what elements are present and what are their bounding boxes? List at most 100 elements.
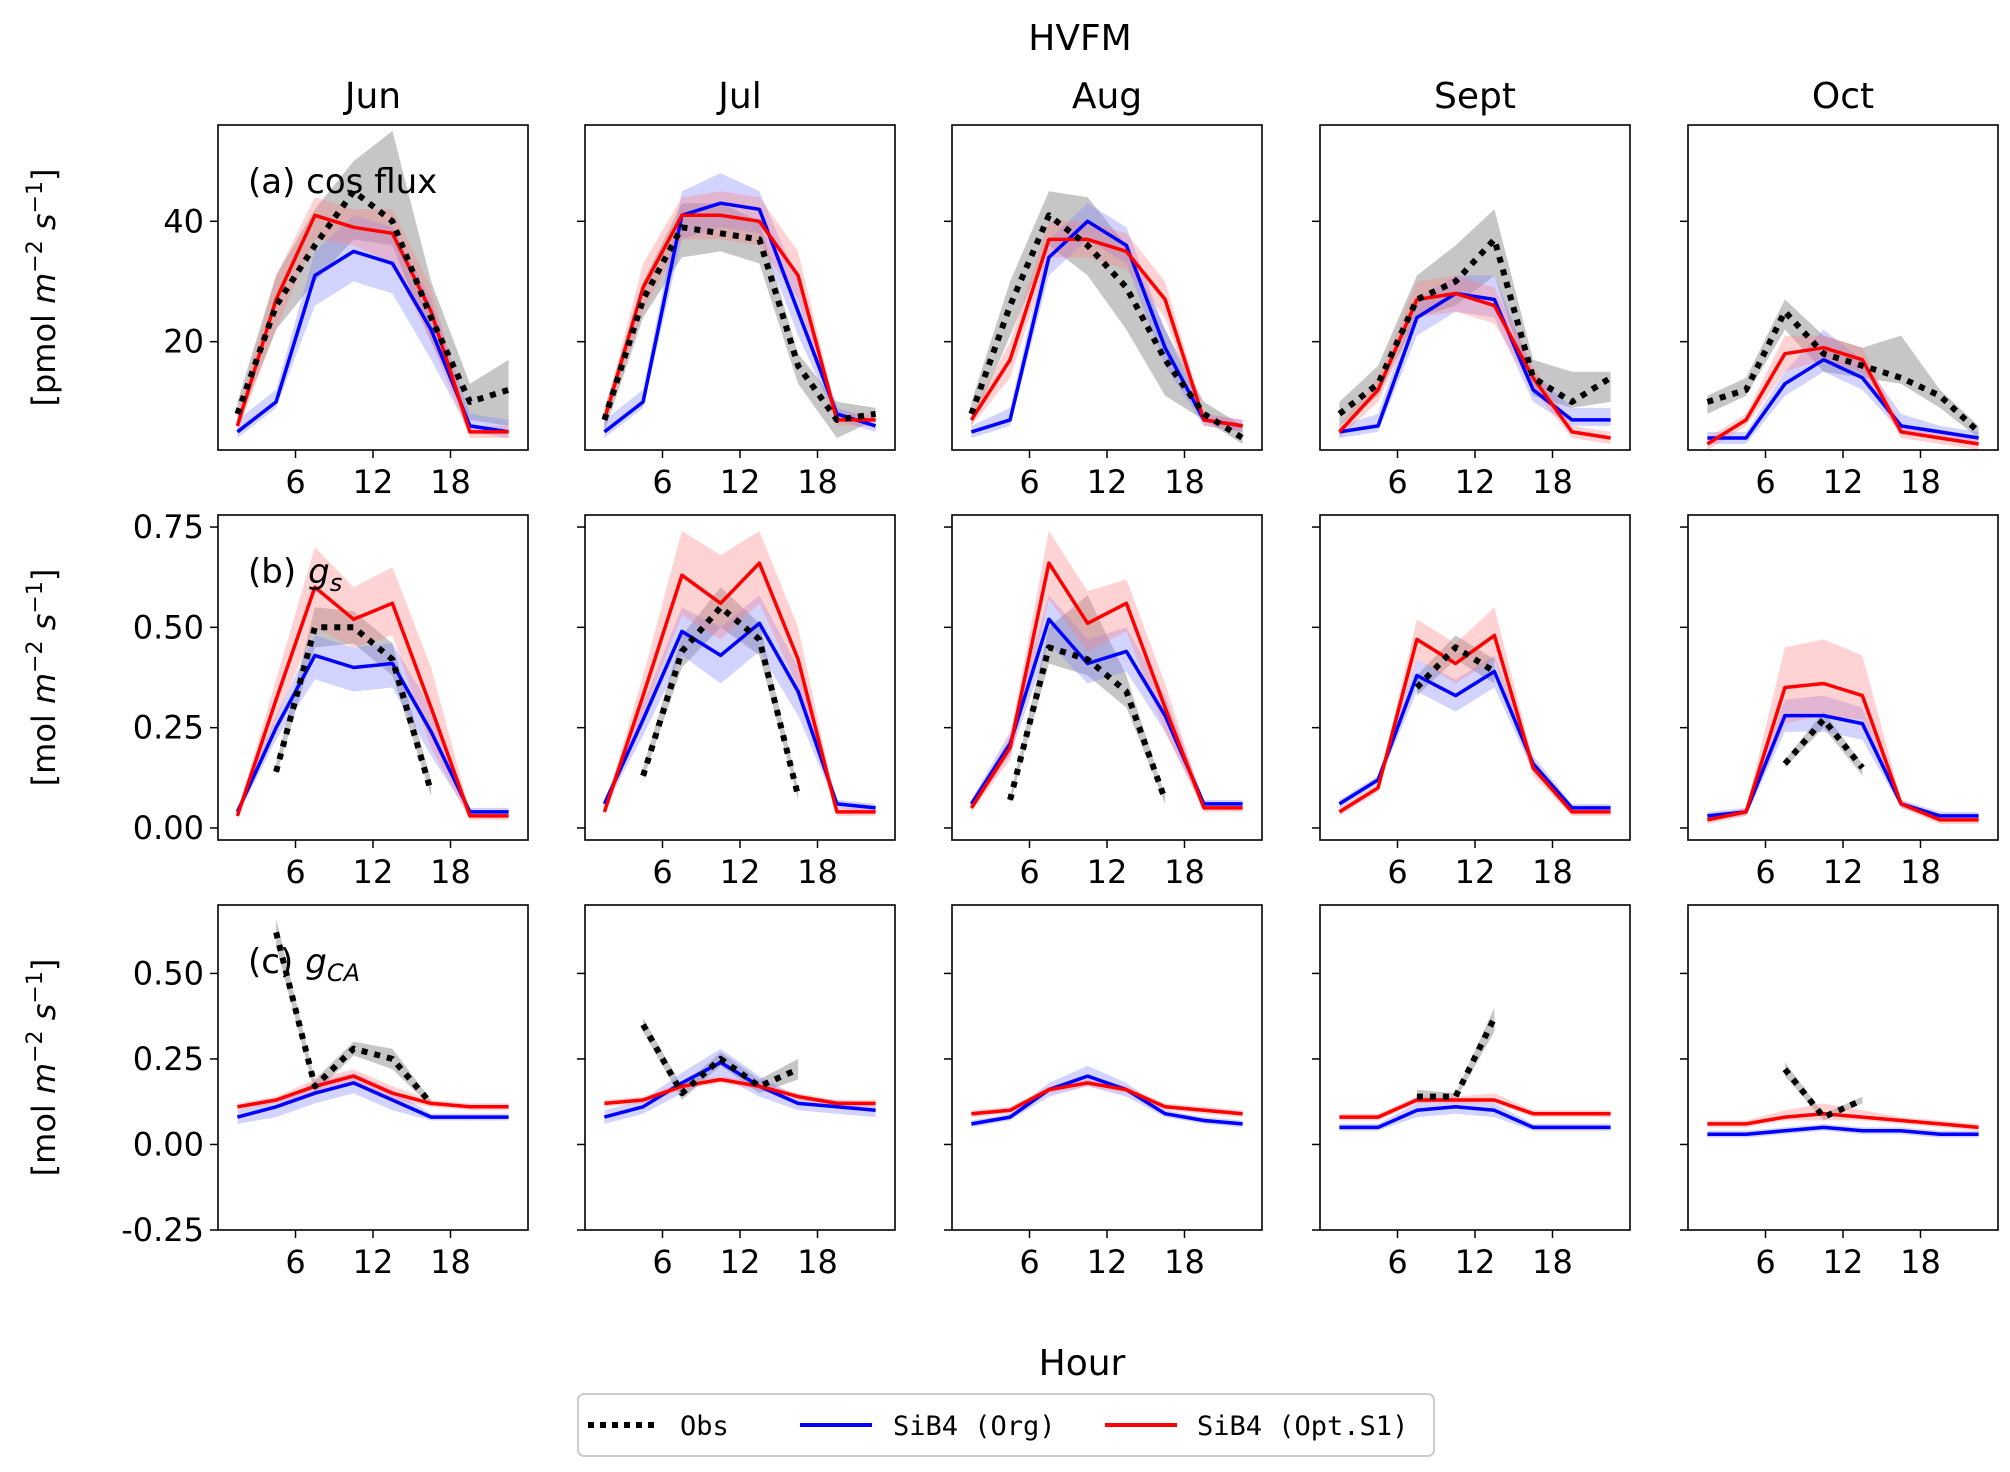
opt-line [1338, 291, 1611, 440]
x-tick-label: 18 [1532, 463, 1573, 501]
x-tick-label: 6 [1755, 853, 1775, 891]
month-title: Sept [1434, 76, 1516, 117]
x-tick-label: 12 [353, 1243, 394, 1281]
org-line [1707, 1125, 1979, 1136]
y-axis-label-c: [mol m−2 s−1] [23, 959, 63, 1177]
obs-line [1337, 236, 1613, 417]
obs-band [1416, 1007, 1495, 1104]
y-tick-label: 0.75 [133, 508, 204, 546]
x-tick-label: 6 [1019, 463, 1039, 501]
org-band [1339, 655, 1611, 812]
x-tick-label: 6 [1387, 1243, 1407, 1281]
opt-line [235, 213, 509, 434]
x-tick-label: 12 [1087, 463, 1128, 501]
org-line [1339, 1105, 1611, 1130]
axes-frame [951, 904, 1263, 1231]
obs-band [1339, 209, 1611, 426]
opt-line [969, 237, 1243, 428]
opt-line [969, 561, 1243, 810]
x-tick-label: 12 [720, 463, 761, 501]
opt-band [1707, 335, 1979, 450]
panel-a-sept: 6 12 18 Sept [1312, 76, 1631, 501]
x-tick-label: 6 [1755, 463, 1775, 501]
obs-line [640, 1023, 800, 1097]
figure-title: HVFM [1028, 18, 1131, 59]
panel-a-oct: 6 12 18 Oct [1680, 76, 1999, 501]
x-tick-label: 18 [797, 463, 838, 501]
obs-band [276, 607, 432, 796]
legend-obs-label: Obs [680, 1411, 729, 1442]
x-tick-label: 18 [430, 463, 471, 501]
x-tick-label: 6 [285, 853, 305, 891]
x-tick-label: 6 [285, 463, 305, 501]
axes-frame [1687, 904, 1999, 1231]
panel-c-oct: 6 12 18 [1680, 904, 1999, 1281]
panel-label: (b) gs [248, 552, 342, 597]
obs-line [1706, 308, 1981, 435]
org-band [237, 635, 509, 816]
org-band [971, 203, 1243, 438]
x-tick-label: 18 [1164, 1243, 1205, 1281]
x-tick-label: 12 [1455, 853, 1496, 891]
opt-band [1707, 639, 1979, 824]
y-tick-label: 0.25 [133, 709, 204, 747]
legend: Obs SiB4 (Org) SiB4 (Opt.S1) [577, 1393, 1435, 1457]
x-tick-label: 12 [1455, 463, 1496, 501]
opt-line [602, 561, 876, 814]
panel-c-sept: 6 12 18 [1312, 904, 1631, 1281]
panel-c-aug: 6 12 18 [944, 904, 1263, 1281]
y-tick-label: 0.50 [133, 608, 204, 646]
panel-a-jun: 20 40 6 12 18 Jun (a) cos flux [163, 76, 529, 501]
x-tick-label: 18 [1164, 853, 1205, 891]
x-tick-label: 12 [1823, 1243, 1864, 1281]
obs-band [643, 587, 799, 800]
x-tick-label: 6 [652, 463, 672, 501]
org-line [971, 1074, 1243, 1126]
org-line [1339, 291, 1611, 434]
opt-line [1707, 681, 1979, 822]
x-tick-label: 6 [652, 1243, 672, 1281]
x-tick-label: 6 [1387, 853, 1407, 891]
opt-line [1338, 633, 1611, 814]
opt-line [1707, 1111, 1979, 1130]
panel-b-jun: 0.00 0.25 0.50 0.75 6 12 18 (b) gs [133, 508, 529, 891]
month-title: Jun [343, 76, 401, 117]
org-line [603, 1060, 876, 1119]
legend-opt-label: SiB4 (Opt.S1) [1197, 1411, 1408, 1442]
month-title: Oct [1812, 76, 1874, 117]
org-band [237, 215, 509, 438]
x-tick-label: 12 [720, 853, 761, 891]
y-axis-label-a: [pmol m−2 s−1] [23, 169, 63, 407]
x-tick-label: 6 [1019, 1243, 1039, 1281]
org-line [1707, 357, 1979, 440]
obs-line [1007, 644, 1168, 801]
month-title: Aug [1072, 76, 1142, 117]
x-axis-label: Hour [1039, 1343, 1126, 1384]
opt-line [604, 1077, 876, 1106]
panel-b-jul: 6 12 18 [577, 514, 896, 891]
y-tick-label: 0.00 [133, 809, 204, 847]
x-tick-label: 6 [1019, 853, 1039, 891]
y-tick-label: -0.25 [121, 1211, 204, 1249]
x-tick-label: 18 [1164, 463, 1205, 501]
obs-line [273, 931, 434, 1106]
obs-line [1416, 1016, 1498, 1100]
axes-frame [1319, 904, 1631, 1231]
opt-line [1339, 1098, 1611, 1119]
panel-b-oct: 6 12 18 [1680, 514, 1999, 891]
obs-band [971, 191, 1243, 444]
panel-b-aug: 6 12 18 [944, 514, 1263, 891]
opt-line [235, 585, 509, 818]
x-tick-label: 18 [1900, 463, 1941, 501]
x-tick-label: 6 [652, 853, 672, 891]
org-band [604, 1048, 876, 1124]
y-tick-label: 20 [163, 323, 204, 361]
y-axis-labels: [pmol m−2 s−1] [mol m−2 s−1] [mol m−2 s−1] [23, 169, 63, 1177]
x-tick-label: 12 [353, 463, 394, 501]
legend-frame [577, 1393, 1435, 1457]
panel-label: (c) gCA [248, 942, 360, 987]
y-tick-label: 40 [163, 202, 204, 240]
x-tick-label: 12 [1087, 1243, 1128, 1281]
x-tick-label: 12 [1823, 463, 1864, 501]
